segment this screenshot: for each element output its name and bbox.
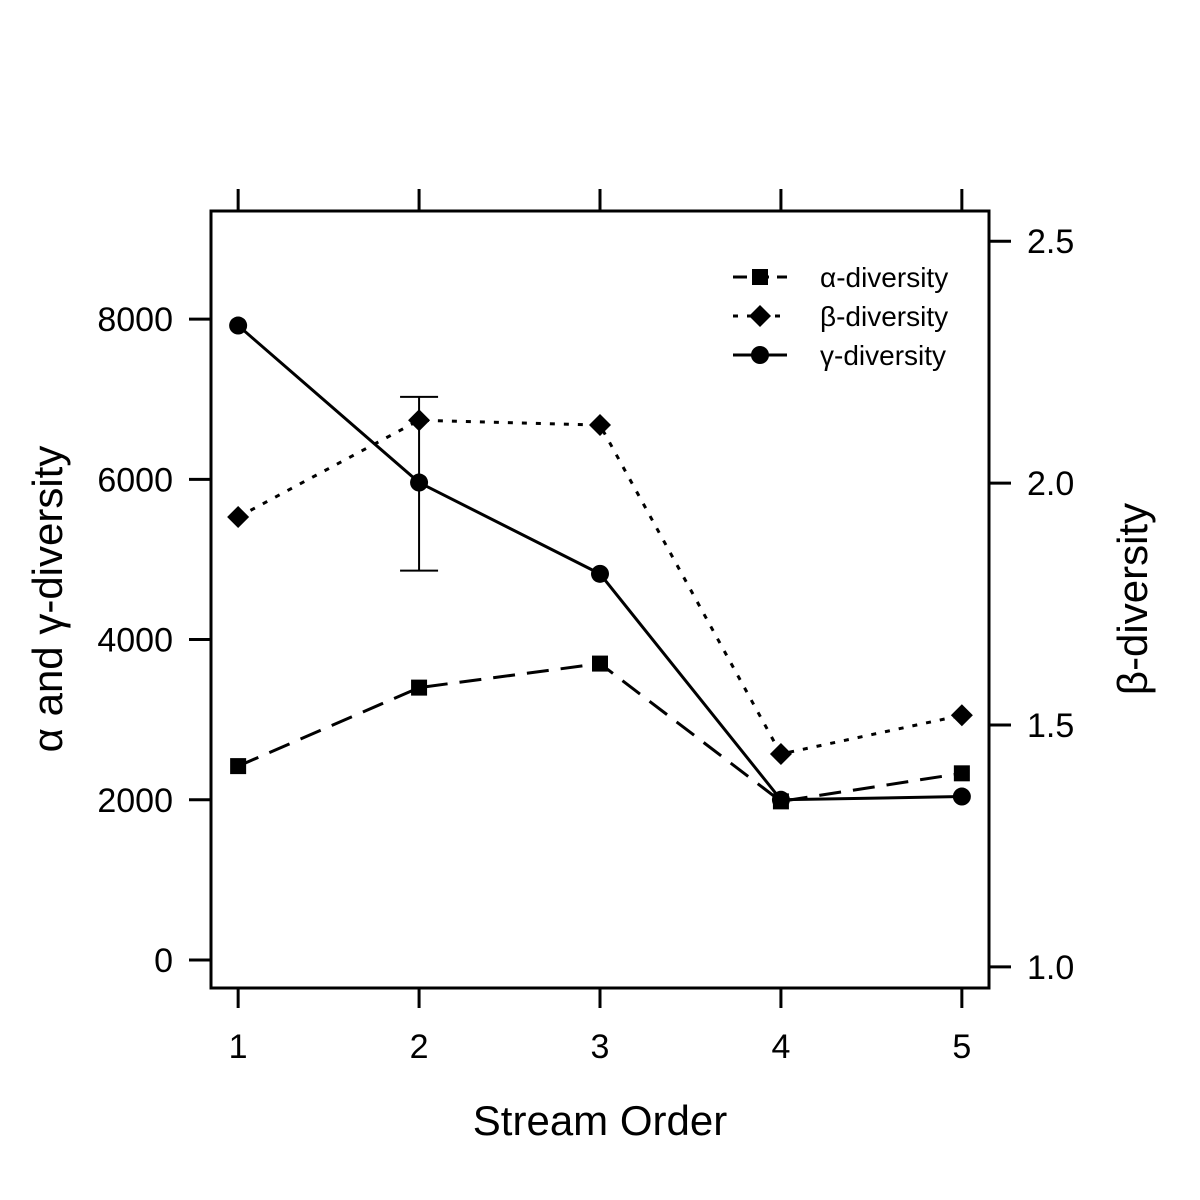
right-y-tick-label: 2.0 bbox=[1027, 465, 1074, 503]
diversity-point bbox=[771, 790, 790, 809]
axes-group: 1 2 3 4 5 0 2000 4000 6000 8000 1.0 1.5 2.0 2.5 bbox=[97, 189, 1074, 1066]
diversity-point bbox=[591, 564, 609, 583]
diversity-point bbox=[952, 787, 971, 806]
legend: α-diversity β-diversity γ-diversity bbox=[733, 262, 948, 371]
left-y-axis-title: α and γ-diversity bbox=[24, 446, 71, 753]
diversity-line bbox=[237, 324, 962, 802]
legend-diversity-label: β-diversity bbox=[820, 301, 948, 332]
diversity-point bbox=[408, 409, 431, 432]
diversity-point bbox=[411, 679, 428, 696]
series-group bbox=[227, 316, 973, 810]
right-y-tick-label: 1.0 bbox=[1027, 949, 1074, 987]
right-y-tick-label: 1.5 bbox=[1027, 707, 1074, 745]
diversity-point bbox=[589, 414, 611, 437]
right-y-axis-title: β-diversity bbox=[1109, 503, 1156, 695]
legend-diversity-marker bbox=[751, 346, 769, 364]
left-y-tick-label: 6000 bbox=[97, 461, 173, 499]
left-y-tick-label: 8000 bbox=[97, 301, 173, 339]
diversity-line bbox=[237, 662, 963, 803]
legend-diversity-marker bbox=[752, 269, 768, 285]
x-tick-label: 3 bbox=[591, 1028, 610, 1066]
diversity-point bbox=[592, 655, 608, 672]
diversity-point bbox=[230, 758, 247, 775]
legend-diversity-marker bbox=[749, 305, 771, 327]
diversity-point bbox=[950, 704, 973, 727]
left-y-tick-label: 2000 bbox=[97, 782, 173, 820]
left-y-tick-label: 0 bbox=[154, 942, 173, 980]
x-tick-label: 4 bbox=[771, 1028, 790, 1066]
left-y-tick-label: 4000 bbox=[97, 622, 173, 660]
diversity-line bbox=[237, 418, 963, 756]
diversity-point bbox=[229, 316, 248, 335]
x-tick-label: 1 bbox=[229, 1028, 248, 1066]
diversity-point bbox=[953, 765, 970, 782]
right-y-tick-label: 2.5 bbox=[1027, 223, 1074, 261]
diversity-point bbox=[410, 473, 429, 492]
legend-diversity-label: γ-diversity bbox=[820, 340, 946, 371]
diversity-point bbox=[769, 743, 792, 766]
x-tick-label: 5 bbox=[952, 1028, 971, 1066]
x-axis-title: Stream Order bbox=[473, 1097, 727, 1144]
legend-diversity-label: α-diversity bbox=[820, 262, 948, 293]
diversity-point bbox=[227, 505, 250, 528]
x-tick-label: 2 bbox=[410, 1028, 429, 1066]
